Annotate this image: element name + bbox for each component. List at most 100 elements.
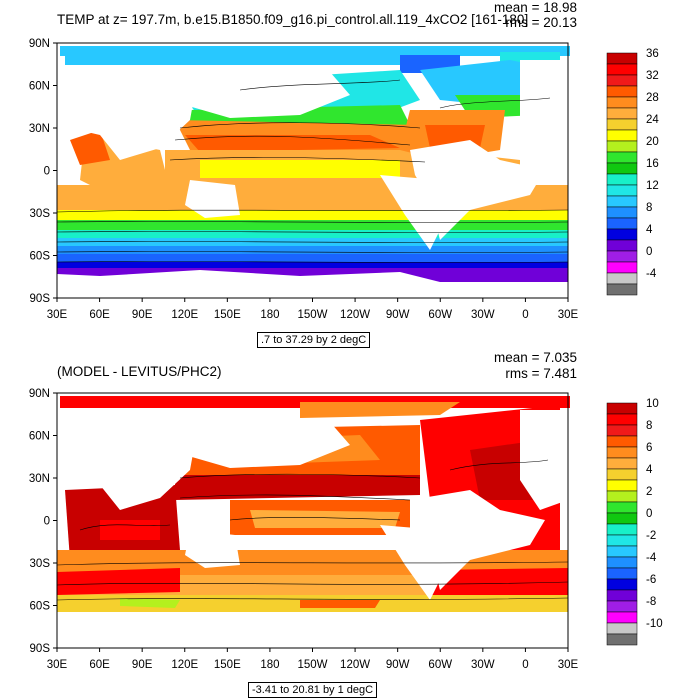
- colorbar-swatch: [606, 52, 638, 65]
- colorbar-label: 0: [646, 508, 652, 520]
- colorbar-swatch: [606, 490, 638, 503]
- bottom-panel-title: (MODEL - LEVITUS/PHC2): [57, 364, 222, 379]
- colorbar-label: 4: [646, 464, 653, 476]
- lon-label: 150W: [297, 309, 327, 321]
- colorbar-swatch: [606, 468, 638, 481]
- colorbar-label: 16: [646, 158, 659, 170]
- bottom-rms-label: rms = 7.481: [505, 366, 577, 381]
- lon-label: 90W: [386, 309, 410, 321]
- colorbar-swatch: [606, 96, 638, 109]
- colorbar-label: 28: [646, 92, 659, 104]
- lon-label: 90E: [132, 659, 153, 671]
- colorbar-swatch: [606, 250, 638, 263]
- colorbar-swatch: [606, 413, 638, 426]
- lon-label: 120E: [171, 659, 198, 671]
- colorbar-label: 4: [646, 224, 653, 236]
- colorbar-swatch: [606, 534, 638, 547]
- lon-label: 30W: [471, 309, 495, 321]
- colorbar-swatch: [606, 512, 638, 525]
- lon-label: 0: [522, 309, 528, 321]
- colorbar-label: 12: [646, 180, 659, 192]
- lon-label: 60E: [89, 659, 110, 671]
- lon-label: 180: [260, 309, 279, 321]
- colorbar-swatch: [606, 85, 638, 98]
- bottom-colorbar: 10 8 6 4 2 0 -2 -4 -6 -8 -10: [606, 398, 663, 646]
- lat-label: 0: [44, 516, 50, 528]
- colorbar-swatch: [606, 402, 638, 415]
- colorbar-swatch: [606, 578, 638, 591]
- bottom-land-mask: [57, 410, 568, 648]
- bottom-lat-axis: 90N 60N 30N 0 30S 60S 90S: [29, 388, 57, 655]
- colorbar-swatch: [606, 206, 638, 219]
- bottom-map: 90N 60N 30N 0 30S 60S 90S 30E 60E 90E 120E 150E 180…: [29, 388, 663, 671]
- lon-label: 90W: [386, 659, 410, 671]
- bottom-lon-axis: 30E 60E 90E 120E 150E 180 150W 120W 90W 60W 30W 0 30…: [47, 648, 579, 671]
- lon-label: 0: [522, 659, 528, 671]
- colorbar-swatch: [606, 151, 638, 164]
- lat-label: 30S: [30, 208, 51, 220]
- colorbar-swatch: [606, 501, 638, 514]
- colorbar-swatch: [606, 545, 638, 558]
- colorbar-swatch: [606, 633, 638, 646]
- lon-label: 60E: [89, 309, 110, 321]
- lon-label: 30E: [47, 659, 68, 671]
- lon-label: 150E: [214, 659, 241, 671]
- colorbar-swatch: [606, 173, 638, 186]
- colorbar-swatch: [606, 74, 638, 87]
- top-land-mask: [57, 60, 568, 250]
- colorbar-label: -6: [646, 574, 656, 586]
- colorbar-swatch: [606, 622, 638, 635]
- colorbar-swatch: [606, 107, 638, 120]
- lat-label: 90N: [29, 38, 50, 50]
- lon-label: 30W: [471, 659, 495, 671]
- colorbar-swatch: [606, 140, 638, 153]
- top-mean-label: mean = 18.98: [494, 0, 577, 15]
- lon-label: 60W: [428, 659, 452, 671]
- top-contour-lines: [56, 79, 569, 263]
- colorbar-label: 0: [646, 246, 652, 258]
- colorbar-swatch: [606, 261, 638, 274]
- lat-label: 0: [44, 166, 50, 178]
- lon-label: 120E: [171, 309, 198, 321]
- lat-label: 60N: [29, 81, 50, 93]
- colorbar-label: -8: [646, 596, 656, 608]
- bottom-contour-lines: [56, 459, 569, 601]
- lat-label: 60S: [30, 601, 51, 613]
- colorbar-swatch: [606, 195, 638, 208]
- lat-label: 90S: [30, 643, 51, 655]
- top-colorbar: 36 32 28 24 20 16 12 8 4 0 -4: [606, 48, 659, 296]
- colorbar-swatch: [606, 283, 638, 296]
- colorbar-swatch: [606, 217, 638, 230]
- colorbar-swatch: [606, 118, 638, 131]
- colorbar-label: 20: [646, 136, 659, 148]
- colorbar-swatch: [606, 424, 638, 437]
- lat-label: 90N: [29, 388, 50, 400]
- colorbar-label: 8: [646, 202, 652, 214]
- top-panel-title: TEMP at z= 197.7m, b.e15.B1850.f09_g16.p…: [57, 12, 529, 27]
- colorbar-label: 36: [646, 48, 659, 60]
- lon-label: 90E: [132, 309, 153, 321]
- colorbar-swatch: [606, 435, 638, 448]
- colorbar-swatch: [606, 63, 638, 76]
- colorbar-swatch: [606, 239, 638, 252]
- colorbar-swatch: [606, 129, 638, 142]
- colorbar-label: -4: [646, 268, 657, 280]
- colorbar-swatch: [606, 228, 638, 241]
- colorbar-label: 2: [646, 486, 652, 498]
- colorbar-swatch: [606, 162, 638, 175]
- colorbar-label: 32: [646, 70, 659, 82]
- colorbar-label: 24: [646, 114, 659, 126]
- lon-label: 60W: [428, 309, 452, 321]
- top-lon-axis: 30E 60E 90E 120E 150E 180 150W 120W 90W 60W 30W 0 30…: [47, 298, 579, 321]
- top-contour-info: .7 to 37.29 by 2 degC: [257, 332, 371, 348]
- colorbar-label: -10: [646, 618, 663, 630]
- bottom-contour-info: -3.41 to 20.81 by 1 degC: [248, 682, 378, 698]
- lat-label: 60N: [29, 431, 50, 443]
- lon-label: 150E: [214, 309, 241, 321]
- top-map: 90N 60N 30N 0 30S 60S 90S 30E 60E 90E 120E 150E 180…: [29, 38, 660, 321]
- lat-label: 30S: [30, 558, 51, 570]
- colorbar-label: 8: [646, 420, 652, 432]
- lon-label: 30E: [47, 309, 68, 321]
- lat-label: 60S: [30, 251, 51, 263]
- colorbar-label: 6: [646, 442, 652, 454]
